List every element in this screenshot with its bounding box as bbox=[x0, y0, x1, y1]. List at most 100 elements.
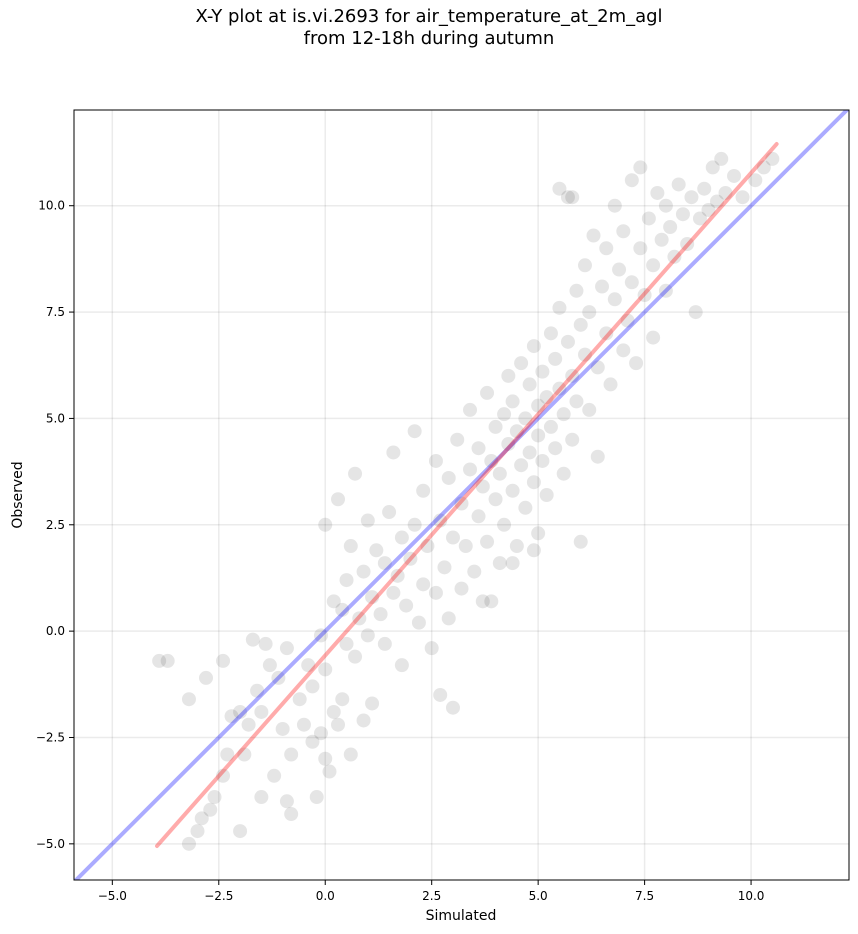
data-point bbox=[407, 517, 422, 532]
data-point bbox=[335, 692, 350, 707]
data-point bbox=[531, 428, 546, 443]
y-axis-label: Observed bbox=[10, 461, 26, 528]
data-point bbox=[445, 530, 460, 545]
data-point bbox=[688, 305, 703, 320]
data-point bbox=[522, 445, 537, 460]
x-axis-ticks: −5.0 −2.5 0.0 2.5 5.0 7.5 10.0 bbox=[98, 880, 764, 903]
data-point bbox=[437, 560, 452, 575]
data-point bbox=[552, 181, 567, 196]
data-point bbox=[603, 377, 618, 392]
data-point bbox=[318, 751, 333, 766]
grid-lines bbox=[74, 110, 849, 880]
data-point bbox=[339, 573, 354, 588]
data-point bbox=[633, 241, 648, 256]
data-point bbox=[509, 539, 524, 554]
data-point bbox=[573, 317, 588, 332]
data-point bbox=[445, 700, 460, 715]
data-point bbox=[254, 790, 269, 805]
data-point bbox=[531, 526, 546, 541]
data-point bbox=[224, 709, 239, 724]
data-point bbox=[727, 168, 742, 183]
data-point bbox=[595, 279, 610, 294]
data-point bbox=[301, 658, 316, 673]
fit-lines bbox=[74, 110, 849, 880]
data-point bbox=[271, 670, 286, 685]
scatter-points bbox=[152, 151, 780, 851]
data-point bbox=[199, 670, 214, 685]
data-point bbox=[331, 492, 346, 507]
data-point bbox=[518, 411, 533, 426]
data-point bbox=[216, 768, 231, 783]
data-point bbox=[505, 556, 520, 571]
data-point bbox=[705, 160, 720, 175]
chart-title: X-Y plot at is.vi.2693 for air_temperatu… bbox=[0, 6, 858, 50]
data-point bbox=[420, 539, 435, 554]
data-point bbox=[756, 160, 771, 175]
data-point bbox=[599, 326, 614, 341]
data-point bbox=[514, 458, 529, 473]
x-tick-label: 7.5 bbox=[635, 889, 654, 903]
data-point bbox=[365, 590, 380, 605]
y-axis-ticks: −5.0 −2.5 0.0 2.5 5.0 7.5 10.0 bbox=[36, 199, 74, 851]
data-point bbox=[313, 628, 328, 643]
data-point bbox=[267, 768, 282, 783]
data-point bbox=[697, 181, 712, 196]
data-point bbox=[565, 190, 580, 205]
data-point bbox=[701, 202, 716, 217]
data-point bbox=[382, 505, 397, 520]
data-point bbox=[548, 441, 563, 456]
data-point bbox=[203, 802, 218, 817]
data-point bbox=[343, 747, 358, 762]
data-point bbox=[279, 794, 294, 809]
data-point bbox=[458, 539, 473, 554]
data-point bbox=[233, 824, 248, 839]
data-point bbox=[620, 313, 635, 328]
series-line bbox=[155, 142, 779, 848]
data-point bbox=[467, 564, 482, 579]
data-point bbox=[416, 577, 431, 592]
data-point bbox=[241, 717, 256, 732]
data-point bbox=[518, 500, 533, 515]
series-line bbox=[74, 110, 849, 880]
data-point bbox=[526, 543, 541, 558]
data-point bbox=[441, 470, 456, 485]
data-point bbox=[194, 811, 209, 826]
data-point bbox=[650, 185, 665, 200]
data-point bbox=[552, 381, 567, 396]
data-point bbox=[543, 326, 558, 341]
data-point bbox=[607, 292, 622, 307]
data-point bbox=[331, 717, 346, 732]
data-point bbox=[190, 824, 205, 839]
data-point bbox=[582, 402, 597, 417]
x-axis-label: Simulated bbox=[426, 908, 497, 924]
data-point bbox=[356, 564, 371, 579]
data-point bbox=[284, 807, 299, 822]
data-point bbox=[450, 432, 465, 447]
data-point bbox=[454, 496, 469, 511]
data-point bbox=[463, 402, 478, 417]
y-tick-label: −2.5 bbox=[36, 730, 65, 744]
data-point bbox=[339, 636, 354, 651]
data-point bbox=[663, 219, 678, 234]
x-tick-label: 0.0 bbox=[316, 889, 335, 903]
data-point bbox=[484, 594, 499, 609]
data-point bbox=[599, 241, 614, 256]
data-point bbox=[386, 445, 401, 460]
data-point bbox=[365, 696, 380, 711]
data-point bbox=[658, 283, 673, 298]
data-point bbox=[569, 283, 584, 298]
data-point bbox=[275, 721, 290, 736]
y-tick-label: 5.0 bbox=[46, 411, 65, 425]
data-point bbox=[667, 249, 682, 264]
data-point bbox=[480, 534, 495, 549]
data-point bbox=[565, 432, 580, 447]
data-point bbox=[254, 704, 269, 719]
data-point bbox=[322, 764, 337, 779]
data-point bbox=[501, 436, 516, 451]
x-tick-label: −2.5 bbox=[204, 889, 233, 903]
data-point bbox=[684, 190, 699, 205]
data-point bbox=[505, 394, 520, 409]
data-point bbox=[305, 679, 320, 694]
data-point bbox=[748, 173, 763, 188]
data-point bbox=[356, 713, 371, 728]
